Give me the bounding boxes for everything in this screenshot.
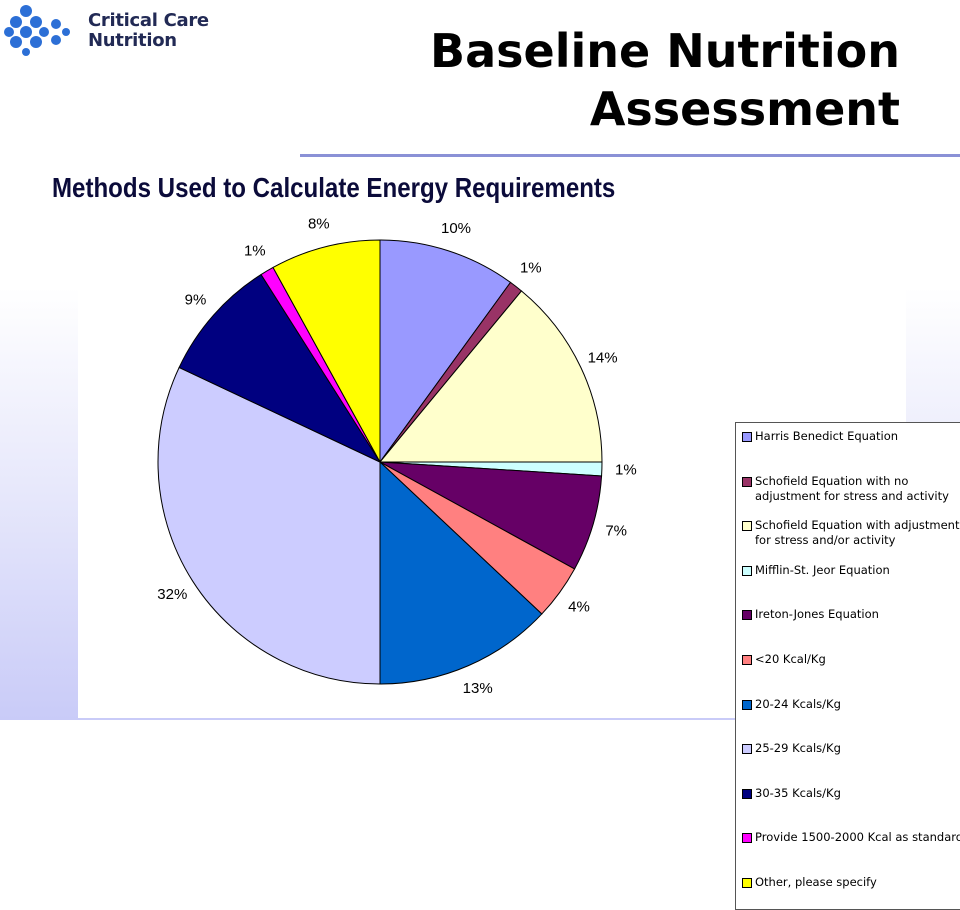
title-divider xyxy=(300,154,960,157)
legend-swatch xyxy=(742,699,752,710)
pie-label-10: 8% xyxy=(308,216,330,233)
legend-swatch xyxy=(742,878,752,888)
legend-label: Provide 1500-2000 Kcal as standard xyxy=(755,830,960,845)
pie-slice-0 xyxy=(379,239,512,464)
pie-slice-6 xyxy=(379,460,543,685)
title-line-2: Assessment xyxy=(589,82,900,136)
pie-slice-10 xyxy=(272,239,381,463)
logo-line-2: Nutrition xyxy=(88,30,177,51)
pie-slice-2 xyxy=(378,290,603,463)
pie-label-4: 7% xyxy=(605,523,627,540)
legend-label: 25-29 Kcals/Kg xyxy=(755,741,841,756)
pie-label-8: 9% xyxy=(185,291,207,308)
pie-label-9: 1% xyxy=(244,242,266,259)
chart-subtitle: Methods Used to Calculate Energy Require… xyxy=(52,172,616,203)
legend-label: Harris Benedict Equation xyxy=(755,429,899,443)
legend-swatch xyxy=(742,565,752,576)
logo: Critical Care Nutrition xyxy=(0,0,230,70)
legend-label: <20 Kcal/Kg xyxy=(755,652,826,666)
pie-chart: 10% 1% 14% 1% 7% 4% 13% 32% 9% 1% 8% xyxy=(157,216,637,697)
legend-swatch xyxy=(742,610,752,621)
pie-label-0: 10% xyxy=(441,220,471,237)
legend-label: Schofield Equation with no adjustment fo… xyxy=(755,473,949,503)
legend-swatch xyxy=(742,744,752,755)
legend-label: Ireton-Jones Equation xyxy=(755,607,879,622)
legend-label: Other, please specify xyxy=(755,875,877,889)
legend-swatch xyxy=(742,521,752,532)
pie-slice-8 xyxy=(178,273,382,464)
legend-label: 30-35 Kcals/Kg xyxy=(755,785,841,800)
page-title: Baseline Nutrition Assessment xyxy=(430,22,900,138)
legend-label: 20-24 Kcals/Kg xyxy=(755,696,841,711)
legend-swatch xyxy=(742,476,752,487)
pie-label-6: 13% xyxy=(463,680,493,697)
legend-swatch xyxy=(742,432,752,442)
legend-swatch xyxy=(742,788,752,799)
legend-label: Schofield Equation with adjustment for s… xyxy=(755,518,960,548)
legend-label: Mifflin-St. Jeor Equation xyxy=(755,562,890,577)
pie-label-3: 1% xyxy=(615,462,637,479)
legend-swatch xyxy=(742,655,752,665)
pie-label-5: 4% xyxy=(568,599,590,616)
chart-area: 10% 1% 14% 1% 7% 4% 13% 32% 9% 1% 8% Harris Benedi… xyxy=(78,212,960,910)
pie-slice-7 xyxy=(157,366,381,685)
legend-swatch xyxy=(742,833,752,844)
pie-label-1: 1% xyxy=(520,260,542,277)
logo-mark-icon xyxy=(4,5,70,56)
pie-label-7: 32% xyxy=(157,586,187,603)
logo-text: Critical Care Nutrition xyxy=(88,11,209,51)
pie-label-2: 14% xyxy=(588,349,618,366)
chart-legend: Harris Benedict Equation Schofield Equati… xyxy=(735,422,960,910)
logo-line-1: Critical Care xyxy=(88,10,209,31)
title-line-1: Baseline Nutrition xyxy=(430,24,900,78)
